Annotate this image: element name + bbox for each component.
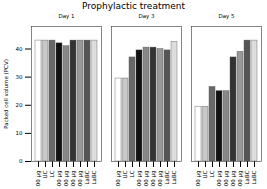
svg-text:300 µg: 300 µg <box>77 171 84 188</box>
svg-text:300 µg: 300 µg <box>237 171 244 188</box>
svg-text:Packed cell volume (PCV): Packed cell volume (PCV) <box>3 59 9 129</box>
svg-text:Day 5: Day 5 <box>218 13 235 20</box>
svg-text:LC: LC <box>49 170 55 177</box>
svg-text:30: 30 <box>16 74 23 80</box>
svg-text:300 µg: 300 µg <box>230 171 237 188</box>
svg-text:400 µg: 400 µg <box>143 171 150 188</box>
svg-text:LaBC: LaBC <box>171 170 177 184</box>
svg-text:200 µg: 200 µg <box>195 171 202 188</box>
svg-text:400 µg: 400 µg <box>56 171 63 188</box>
svg-text:Day 3: Day 3 <box>138 13 155 20</box>
svg-text:LaBC: LaBC <box>164 170 170 184</box>
svg-text:UC: UC <box>202 170 208 178</box>
html-text:Prophylactic treatment: Prophylactic treatment <box>82 1 185 11</box>
svg-text:LaBC: LaBC <box>244 170 250 184</box>
svg-text:Day 1: Day 1 <box>58 13 74 20</box>
svg-text:200 µg: 200 µg <box>35 171 42 188</box>
svg-text:LaBC: LaBC <box>251 170 257 184</box>
svg-text:LC: LC <box>209 170 215 177</box>
svg-text:LaBC: LaBC <box>91 170 97 184</box>
svg-text:0: 0 <box>19 158 23 164</box>
svg-text:200 µg: 200 µg <box>115 171 122 188</box>
svg-text:400 µg: 400 µg <box>136 171 143 188</box>
svg-text:400 µg: 400 µg <box>223 171 230 188</box>
svg-text:40: 40 <box>16 46 23 52</box>
svg-text:300 µg: 300 µg <box>70 171 77 188</box>
svg-text:10: 10 <box>16 130 23 136</box>
svg-text:400 µg: 400 µg <box>216 171 223 188</box>
svg-text:300 µg: 300 µg <box>150 171 157 188</box>
svg-text:400 µg: 400 µg <box>63 171 70 188</box>
svg-text:300 µg: 300 µg <box>157 171 164 188</box>
svg-text:UC: UC <box>42 170 48 178</box>
svg-text:LaBC: LaBC <box>84 170 90 184</box>
svg-text:LC: LC <box>129 170 135 177</box>
svg-text:UC: UC <box>122 170 128 178</box>
svg-text:20: 20 <box>16 102 23 108</box>
